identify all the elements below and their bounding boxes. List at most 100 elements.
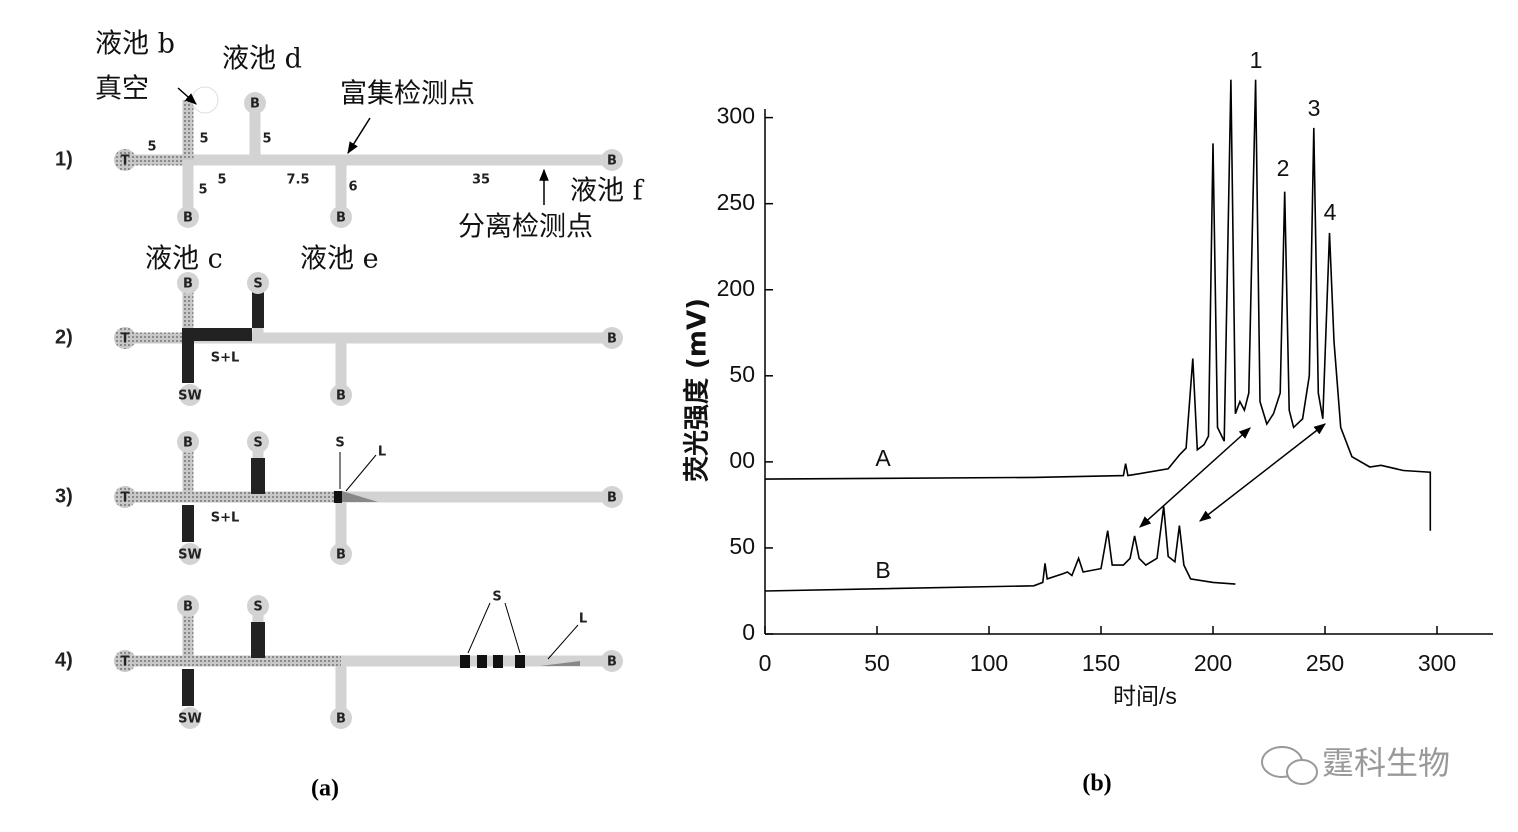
y-axis-label: 荧光强度 (mV)	[682, 298, 713, 482]
reservoir	[247, 272, 269, 294]
reservoir	[177, 206, 199, 228]
stack-plug	[334, 491, 342, 503]
reservoir-label: B	[183, 600, 193, 615]
pool-label: 真空	[95, 74, 149, 105]
reservoir-label: T	[121, 655, 130, 670]
reservoir-label: B	[336, 712, 346, 727]
caption: (b)	[1082, 771, 1111, 797]
reservoir-label: S	[253, 277, 262, 292]
arrow	[347, 117, 371, 155]
arrow	[1139, 427, 1251, 528]
x-tick-label: 200	[1194, 650, 1232, 676]
reservoir	[601, 650, 623, 672]
note: S+L	[211, 511, 240, 526]
reservoir	[114, 149, 136, 171]
reservoir	[244, 92, 266, 114]
channel-length: 5	[262, 132, 271, 147]
reservoir-label: SW	[178, 712, 202, 727]
pointer	[345, 454, 377, 492]
arrow	[1199, 423, 1326, 522]
pointer	[504, 602, 521, 654]
x-tick-label: 100	[970, 650, 1008, 676]
reservoir	[179, 707, 201, 729]
reservoir	[601, 486, 623, 508]
pool-label: 液池 f	[570, 176, 645, 207]
pool-label: 液池 b	[95, 29, 175, 60]
reservoir-label: B	[607, 154, 617, 169]
peak-label: 4	[1324, 199, 1337, 225]
y-tick-label: 50	[729, 533, 755, 559]
note: S+L	[211, 351, 240, 366]
y-tick-label: 50	[729, 361, 755, 387]
x-axis-label: 时间/s	[1113, 683, 1177, 709]
y-tick-label: 200	[717, 275, 755, 301]
reservoir	[330, 206, 352, 228]
reservoir	[179, 543, 201, 565]
channel-length: 5	[199, 132, 208, 147]
x-tick-label: 150	[1082, 650, 1120, 676]
reservoir	[247, 431, 269, 453]
y-tick-label: 300	[717, 103, 755, 129]
row-label: 4)	[55, 649, 73, 671]
sample-plug	[251, 458, 265, 494]
reservoir-label: SW	[178, 548, 202, 563]
reservoir-label: T	[121, 332, 130, 347]
reservoir-label: B	[250, 97, 260, 112]
reservoir-label: S	[253, 600, 262, 615]
reservoir	[601, 149, 623, 171]
reservoir	[114, 327, 136, 349]
reservoir	[247, 595, 269, 617]
arrow	[177, 87, 197, 105]
pool-label: 分离检测点	[458, 212, 593, 243]
channel-length: 7.5	[286, 173, 309, 188]
x-tick-label: 250	[1306, 650, 1344, 676]
note: L	[579, 612, 587, 627]
caption: (a)	[311, 776, 339, 802]
series-label: B	[875, 557, 890, 583]
reservoir	[330, 707, 352, 729]
ion-zone	[342, 491, 378, 502]
channel-length: 6	[348, 180, 357, 195]
reservoir-label: B	[336, 389, 346, 404]
reservoir-label: S	[253, 436, 262, 451]
reservoir	[330, 384, 352, 406]
note: S	[492, 590, 501, 605]
sample-plug	[251, 622, 265, 658]
separated-band	[477, 655, 487, 668]
reservoir	[177, 595, 199, 617]
reservoir	[330, 543, 352, 565]
reservoir-label: B	[183, 211, 193, 226]
sample-plug	[182, 291, 264, 341]
reservoir-label: B	[183, 277, 193, 292]
pointer	[547, 624, 579, 660]
trace	[764, 79, 1432, 531]
row-label: 2)	[55, 326, 73, 348]
peak-label: 3	[1308, 95, 1321, 121]
pool-label: 富集检测点	[340, 79, 475, 110]
peak-label: 1	[1250, 47, 1263, 73]
separated-band	[493, 655, 503, 668]
reservoir-label: SW	[178, 389, 202, 404]
ion-zone	[540, 661, 580, 666]
reservoir-label: B	[183, 436, 193, 451]
note: L	[378, 445, 386, 460]
note: S	[335, 436, 344, 451]
reservoir-label: B	[336, 211, 346, 226]
reservoir-label: T	[121, 491, 130, 506]
reservoir	[114, 650, 136, 672]
reservoir-label: B	[607, 655, 617, 670]
watermark-text: 霆科生物	[1322, 744, 1450, 782]
y-tick-label: 250	[717, 189, 755, 215]
row-label: 3)	[55, 485, 73, 507]
reservoir	[114, 486, 136, 508]
separated-band	[460, 655, 470, 668]
y-tick-label: 0	[742, 619, 755, 645]
channel-length: 35	[472, 173, 490, 188]
trace	[764, 506, 1236, 592]
channel-length: 5	[198, 183, 207, 198]
x-tick-label: 50	[864, 650, 890, 676]
series-label: A	[875, 445, 891, 471]
x-tick-label: 0	[759, 650, 772, 676]
y-tick-label: 00	[729, 447, 755, 473]
